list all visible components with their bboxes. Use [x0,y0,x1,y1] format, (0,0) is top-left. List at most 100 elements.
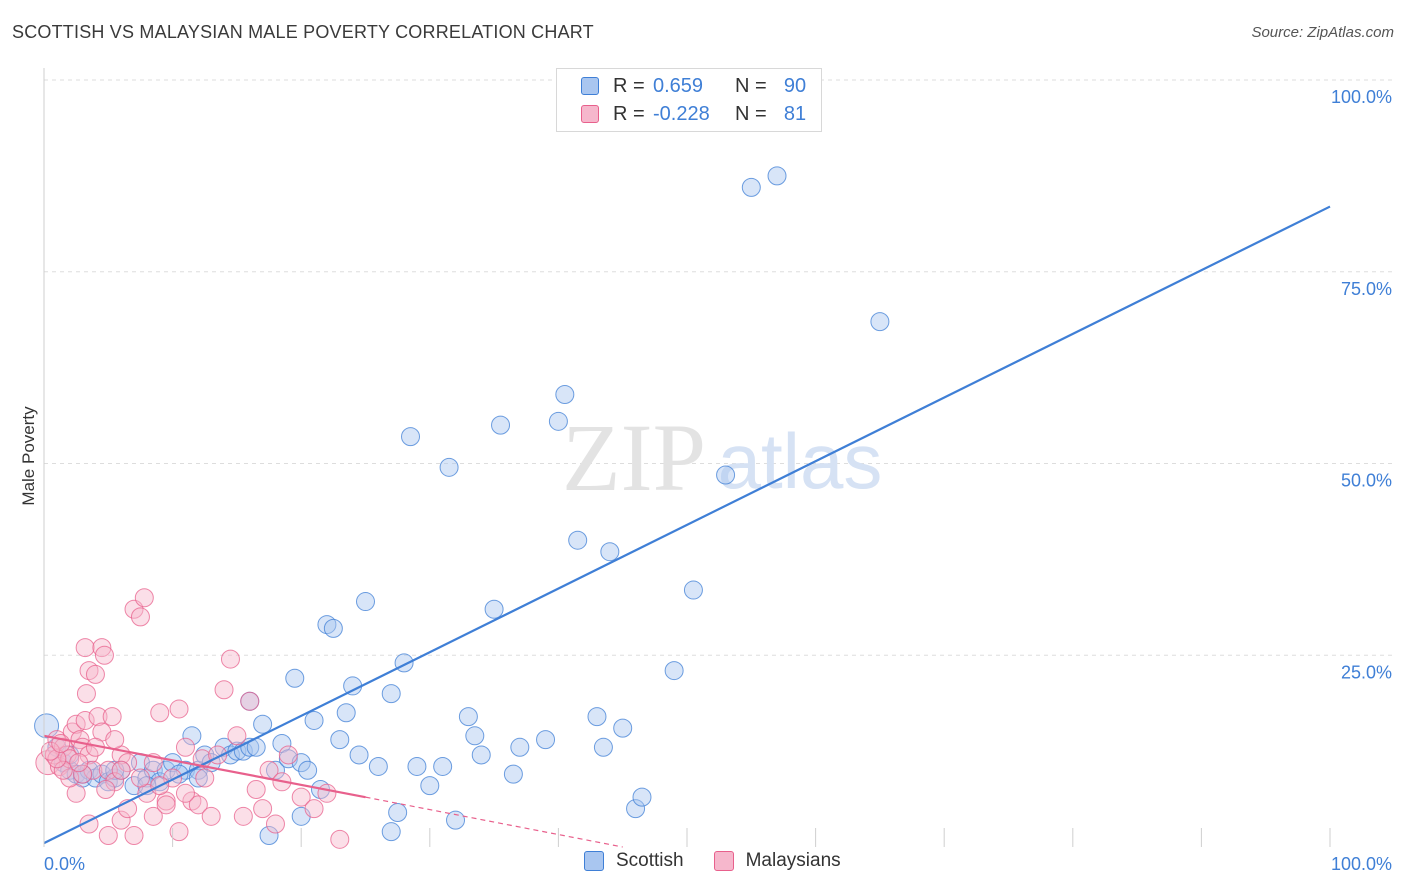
point-malaysians [53,760,73,780]
point-scottish [304,710,324,730]
trend-line-malaysians [43,734,366,799]
point-malaysians [76,684,96,704]
point-scottish [503,764,523,784]
point-malaysians [102,707,122,727]
watermark: ZIP atlas [562,404,882,511]
point-malaysians [40,741,60,761]
point-malaysians [94,645,114,665]
point-malaysians [98,825,118,845]
point-scottish [381,822,401,842]
trend-line-malaysians-extension [365,796,623,848]
point-scottish [587,707,607,727]
point-malaysians [75,638,95,658]
legend-row-scottish: R = 0.659 N = 90 [557,72,815,100]
legend-swatch-scottish [584,851,604,871]
point-malaysians [130,607,150,627]
point-malaysians [253,799,273,819]
point-malaysians [118,753,138,773]
x-tick-label: 0.0% [44,854,85,874]
axes: 25.0% 50.0% 75.0% 100.0% 0.0% 100.0% [43,68,1392,874]
point-malaysians [246,779,266,799]
point-scottish [182,726,202,746]
point-malaysians [85,664,105,684]
legend-n-value-scottish: 90 [783,74,807,97]
point-scottish [336,703,356,723]
trend-line-scottish [43,205,1331,845]
point-malaysians [130,768,150,788]
legend-label-scottish: Scottish [616,850,684,871]
points [34,70,890,849]
point-malaysians [150,703,170,723]
point-scottish [767,166,787,186]
point-scottish [285,668,305,688]
point-malaysians [233,806,253,826]
watermark-zip: ZIP [562,404,706,511]
point-scottish [330,730,350,750]
point-malaysians [330,829,350,849]
point-malaysians [79,745,99,765]
point-scottish [401,427,421,447]
point-malaysians [317,783,337,803]
chart-source: Source: ZipAtlas.com [1251,24,1394,41]
point-malaysians [75,710,95,730]
point-malaysians [265,814,285,834]
point-malaysians [73,764,93,784]
point-scottish [323,618,343,638]
point-malaysians [143,806,163,826]
point-scottish [870,312,890,332]
point-scottish [381,684,401,704]
point-malaysians [227,726,247,746]
point-malaysians [195,768,215,788]
point-malaysians [188,795,208,815]
legend-item-scottish[interactable]: Scottish [584,850,684,872]
point-malaysians [175,737,195,757]
point-scottish [510,737,530,757]
point-scottish [716,465,736,485]
point-scottish [188,768,208,788]
point-scottish [298,760,318,780]
point-scottish [741,177,761,197]
legend-r-label: R = [613,74,645,97]
legend-swatch-malaysians [581,105,599,123]
y-tick-label: 25.0% [1341,662,1392,682]
point-malaysians [291,787,311,807]
point-malaysians [134,588,154,608]
point-scottish [458,707,478,727]
point-malaysians [220,649,240,669]
legend-label-malaysians: Malaysians [745,850,841,871]
point-malaysians [96,779,116,799]
legend-r-label: R = [613,102,645,125]
point-scottish [471,745,491,765]
legend-item-malaysians[interactable]: Malaysians [713,850,841,872]
point-malaysians [156,795,176,815]
point-malaysians [92,638,112,658]
legend-n-value-malaysians: 81 [783,102,807,125]
legend-row-malaysians: R = -0.228 N = 81 [557,100,815,128]
legend-r-value-scottish: 0.659 [653,74,704,97]
point-malaysians [201,806,221,826]
point-malaysians [60,768,80,788]
point-malaysians [88,707,108,727]
point-malaysians [111,760,131,780]
point-scottish [491,415,511,435]
point-scottish [433,756,453,776]
point-malaysians [240,691,260,711]
point-scottish [568,530,588,550]
y-axis-title: Male Poverty [19,406,38,506]
point-scottish [407,756,427,776]
point-scottish [536,730,556,750]
legend-stats: R = 0.659 N = 90 R = -0.228 N = 81 [556,68,822,132]
point-malaysians [169,822,189,842]
point-scottish [593,737,613,757]
point-scottish [388,802,408,822]
point-malaysians [124,825,144,845]
point-scottish [683,580,703,600]
legend-swatch-malaysians [713,851,734,871]
point-scottish [343,676,363,696]
x-tick-label: 100.0% [1331,854,1392,874]
trend-lines [43,205,1331,848]
point-scottish [446,810,466,830]
point-malaysians [175,783,195,803]
point-malaysians [47,749,67,769]
